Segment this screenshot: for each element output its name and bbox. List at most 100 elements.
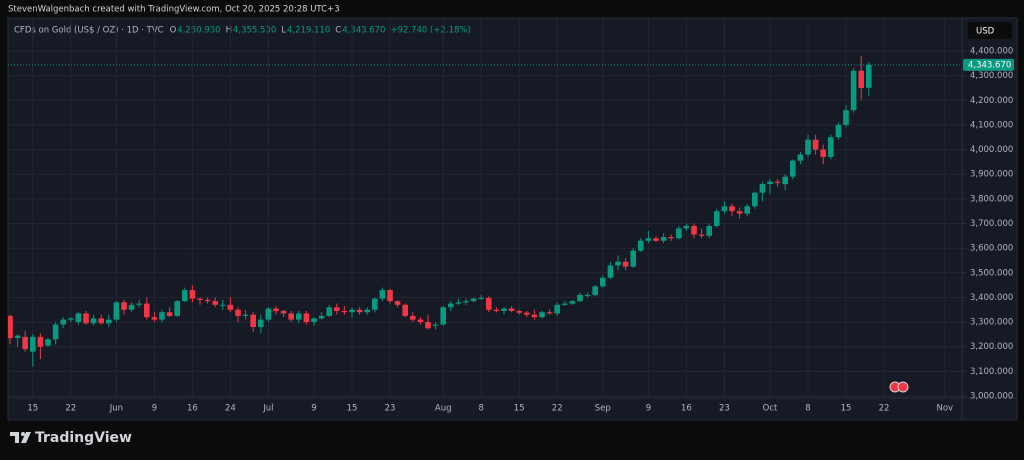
logo-dot [21, 432, 25, 436]
candle-body [394, 301, 401, 305]
x-tick-label: 15 [27, 404, 38, 414]
candle-body [592, 286, 598, 295]
candle-body [858, 70, 864, 88]
candle-body [197, 298, 203, 300]
candle-body [562, 303, 568, 305]
candle-body [227, 304, 234, 310]
candle-body [417, 319, 424, 323]
y-tick-label: 3,500.000 [970, 268, 1013, 278]
last-price-tag [963, 58, 1014, 71]
candle-body [90, 318, 97, 324]
x-tick-label: 16 [187, 404, 198, 414]
candle-body [98, 318, 104, 324]
x-tick-label: Aug [435, 404, 452, 414]
ohlc-key: C [335, 26, 341, 36]
candle-body [30, 336, 36, 352]
currency[interactable]: USD [976, 27, 995, 37]
candle-body [14, 335, 21, 339]
candle-body [212, 301, 218, 305]
x-tick-label: Sep [595, 404, 611, 414]
candle-body [220, 304, 226, 306]
candle-body [569, 301, 576, 304]
currency-button[interactable] [968, 22, 1012, 39]
x-tick-label: 16 [681, 404, 692, 414]
candle-body [797, 154, 804, 161]
candle-body [349, 309, 355, 313]
x-tick-label: 23 [385, 404, 396, 414]
candle-body [280, 310, 287, 314]
event-flag[interactable] [897, 381, 909, 393]
ohlc-value: 4,355.530 [233, 26, 276, 36]
candle-body [615, 261, 621, 266]
candle-body [204, 299, 211, 302]
x-tick-label: 15 [347, 404, 358, 414]
candle-body [182, 290, 188, 302]
x-tick-label: Jul [262, 404, 273, 414]
candle-body [242, 314, 249, 316]
y-tick-label: 4,300.000 [970, 71, 1013, 81]
ohlc-header: O 4,250.930 H 4,355.530 L 4,219.110 C 4,343.670… [170, 26, 471, 36]
candle-body [736, 211, 743, 214]
candle-body [37, 336, 44, 347]
candle-body [265, 308, 272, 320]
y-tick-label: 3,000.000 [970, 392, 1013, 402]
y-tick-label: 3,600.000 [970, 244, 1013, 254]
candle-body [752, 192, 758, 207]
ohlc-value: 4,219.110 [287, 26, 330, 36]
candle-body [311, 318, 317, 323]
candle-body [106, 319, 112, 324]
candle-body [554, 304, 560, 314]
candle-body [721, 206, 728, 212]
candle-body [835, 124, 842, 138]
candle-body [144, 303, 150, 318]
symbol: CFDs on Gold (US$ / OZ) · 1D · TVC [14, 26, 164, 36]
candle-body [866, 64, 872, 88]
candle-body [410, 315, 416, 320]
candle-body [60, 319, 66, 325]
candle-body [843, 110, 849, 125]
candle-body [653, 238, 659, 241]
candle-body [136, 303, 142, 305]
candle-body [812, 139, 819, 150]
candle-body [288, 313, 294, 320]
ohlc-key: H [226, 26, 232, 36]
x-tick-label: 15 [514, 404, 525, 414]
candle-body [501, 308, 507, 311]
candle-body [318, 315, 325, 319]
x-tick-label: 9 [646, 404, 651, 414]
candle-body [166, 312, 173, 316]
candle-body [638, 240, 644, 251]
y-tick-label: 3,800.000 [970, 194, 1013, 204]
candle-body [463, 301, 469, 303]
chart-panel [7, 17, 1018, 421]
ohlc-key: O [170, 26, 177, 36]
candle-body [334, 307, 340, 311]
candle-body [584, 294, 591, 296]
candle-body [455, 302, 462, 304]
brand: TradingView [35, 430, 132, 446]
candle-body [189, 290, 196, 299]
candle-body [714, 211, 720, 226]
y-tick-label: 3,200.000 [970, 342, 1013, 352]
y-tick-label: 4,000.000 [970, 145, 1013, 155]
candle-body [828, 137, 834, 157]
candle-body [379, 290, 386, 299]
candle-body [767, 181, 773, 185]
ohlc-key: L [281, 26, 286, 36]
candle-body [805, 139, 811, 155]
x-tick-label: Oct [763, 404, 778, 414]
candle-body [516, 310, 522, 313]
candle-body [273, 308, 279, 311]
x-tick-label: 24 [225, 404, 236, 414]
candle-body [174, 301, 180, 316]
candle-body [440, 307, 446, 325]
candle-body [128, 304, 135, 310]
y-tick-label: 4,100.000 [970, 120, 1013, 130]
candle-body [706, 225, 712, 236]
candle-body [235, 309, 241, 316]
ohlc-value: 4,250.930 [177, 26, 220, 36]
candle-body [356, 309, 363, 313]
x-tick-label: 8 [805, 404, 810, 414]
y-tick-label: 3,300.000 [970, 318, 1013, 328]
y-tick-label: 4,200.000 [970, 96, 1013, 106]
